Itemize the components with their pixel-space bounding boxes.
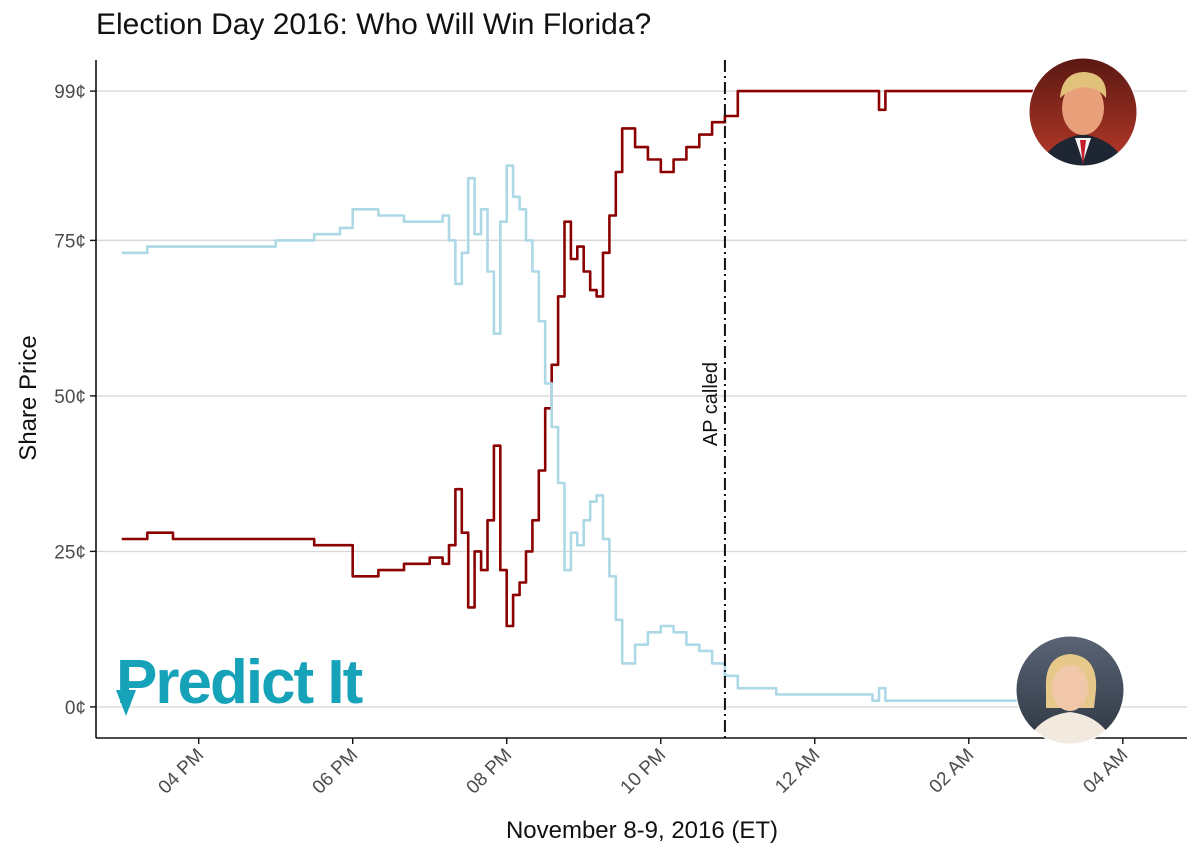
y-gridlines <box>96 90 1187 708</box>
x-ticks: 04 PM 06 PM 08 PM 10 PM 12 AM 02 AM 04 AM <box>155 738 1132 799</box>
y-tick-label: 25¢ <box>54 542 86 563</box>
predictit-logo: Predict It <box>116 648 365 717</box>
series-line-0 <box>121 89 1098 628</box>
clinton-portrait <box>1015 635 1125 745</box>
x-tick-label: 10 PM <box>617 745 671 799</box>
x-tick-label: 04 AM <box>1079 745 1132 798</box>
x-tick-label: 02 AM <box>925 745 978 798</box>
x-tick-label: 06 PM <box>309 745 363 799</box>
y-tick-label: 75¢ <box>54 231 86 252</box>
logo-down-arrow-icon <box>116 690 136 716</box>
x-tick-label: 12 AM <box>771 745 824 798</box>
x-tick-label: 04 PM <box>155 745 209 799</box>
y-ticks: 0¢ 25¢ 50¢ 75¢ 99¢ <box>54 82 96 719</box>
chart-title: Election Day 2016: Who Will Win Florida? <box>96 8 652 41</box>
ap-called-label: AP called <box>700 362 722 446</box>
series-layer <box>121 89 1099 702</box>
y-tick-label: 50¢ <box>54 387 86 408</box>
y-tick-label: 0¢ <box>65 698 86 719</box>
y-tick-label: 99¢ <box>54 82 86 103</box>
trump-portrait <box>1028 57 1138 167</box>
predictit-logo-text: Predict It <box>116 648 363 717</box>
x-tick-label: 08 PM <box>463 745 517 799</box>
y-axis-title: Share Price <box>15 335 42 460</box>
x-axis-title: November 8-9, 2016 (ET) <box>506 817 778 844</box>
series-line-1 <box>121 164 1099 702</box>
